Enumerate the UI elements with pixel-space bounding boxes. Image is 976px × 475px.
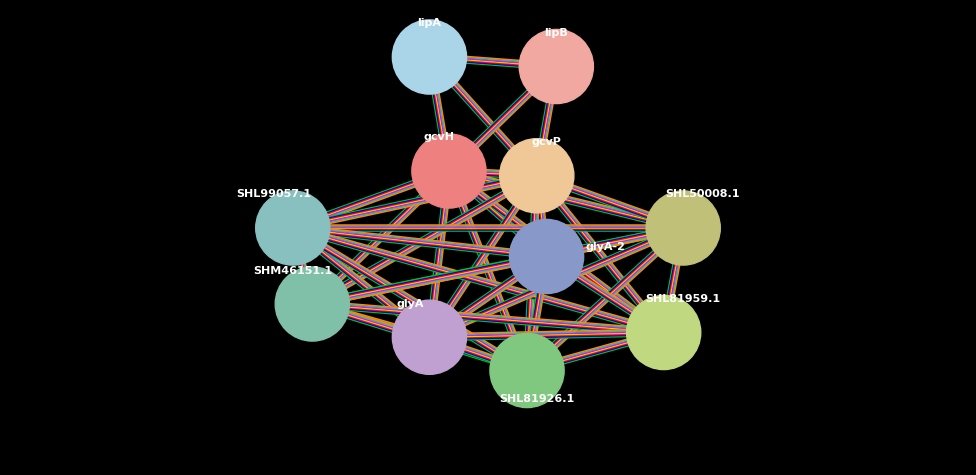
Text: gcvH: gcvH: [424, 133, 455, 142]
Text: gcvP: gcvP: [532, 137, 561, 147]
Text: SHM46151.1: SHM46151.1: [253, 266, 333, 276]
Ellipse shape: [500, 139, 574, 213]
Ellipse shape: [275, 267, 349, 341]
Ellipse shape: [519, 29, 593, 104]
Ellipse shape: [509, 219, 584, 294]
Text: SHL99057.1: SHL99057.1: [236, 190, 310, 200]
Text: SHL50008.1: SHL50008.1: [666, 190, 740, 200]
Ellipse shape: [392, 300, 467, 374]
Text: SHL81926.1: SHL81926.1: [499, 394, 575, 404]
Ellipse shape: [412, 134, 486, 208]
Text: lipB: lipB: [545, 28, 568, 38]
Text: glyA: glyA: [396, 299, 424, 309]
Text: glyA-2: glyA-2: [586, 242, 625, 252]
Text: lipA: lipA: [418, 19, 441, 28]
Text: SHL81959.1: SHL81959.1: [646, 294, 720, 304]
Ellipse shape: [627, 295, 701, 370]
Ellipse shape: [256, 191, 330, 265]
Ellipse shape: [392, 20, 467, 94]
Ellipse shape: [490, 333, 564, 408]
Ellipse shape: [646, 191, 720, 265]
